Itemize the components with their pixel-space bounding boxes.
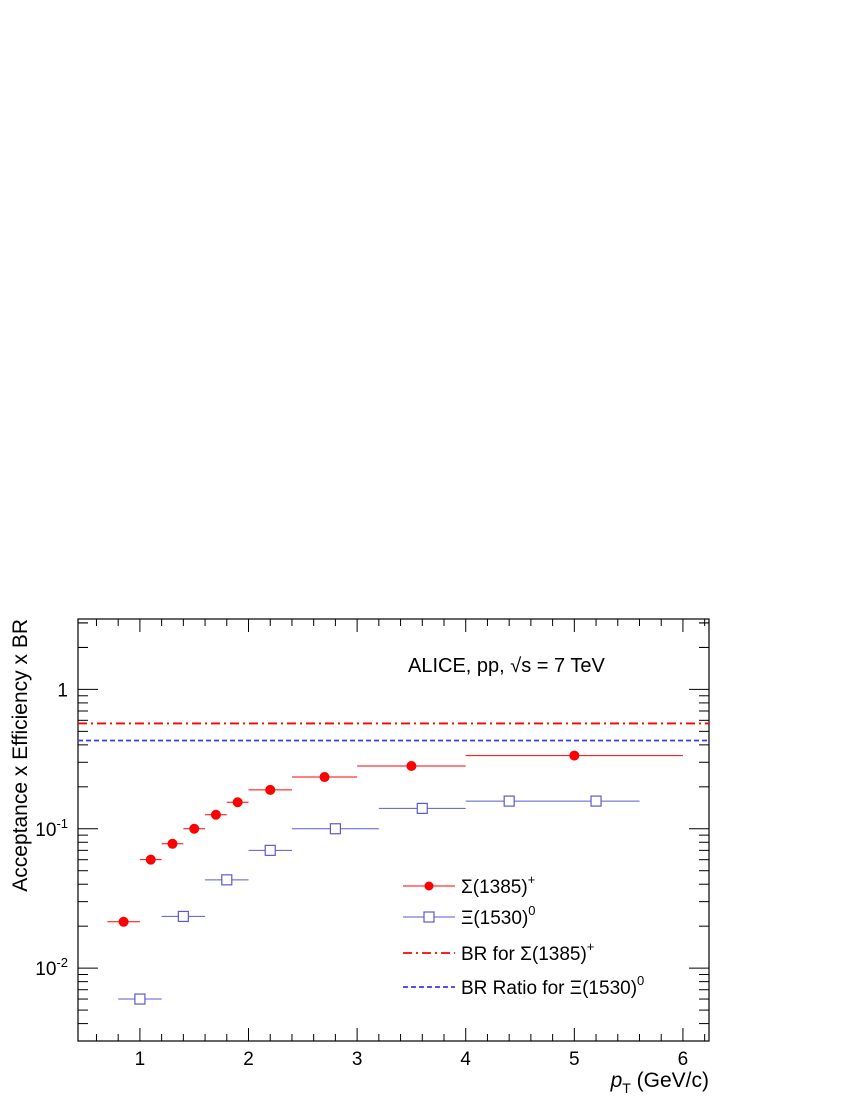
data-point <box>329 823 341 835</box>
legend-label: Σ(1385)+ <box>461 872 535 898</box>
data-point <box>210 809 221 820</box>
plot-frame <box>77 618 710 1042</box>
legend-marker <box>424 881 434 891</box>
data-point <box>189 823 200 834</box>
data-point <box>134 993 146 1005</box>
y-tick-label: 10-1 <box>35 816 68 841</box>
x-tick-label: 6 <box>678 1049 689 1070</box>
y-tick-label: 10-2 <box>35 955 68 980</box>
x-tick-label: 4 <box>460 1049 471 1070</box>
x-axis-label: pT (GeV/c) <box>610 1069 709 1096</box>
data-point <box>145 854 156 865</box>
legend-label: Ξ(1530)0 <box>461 903 536 929</box>
data-point <box>569 750 580 761</box>
y-tick-label: 1 <box>57 680 68 701</box>
data-point <box>118 916 129 927</box>
legend-marker <box>423 911 435 923</box>
x-tick-label: 2 <box>243 1049 254 1070</box>
chart-annotation: ALICE, pp, √s = 7 TeV <box>408 655 605 677</box>
data-point <box>319 772 330 783</box>
data-point <box>590 795 602 807</box>
legend-label: BR Ratio for Ξ(1530)0 <box>461 973 644 999</box>
x-tick-label: 1 <box>135 1049 146 1070</box>
x-tick-label: 5 <box>569 1049 580 1070</box>
data-point <box>167 838 178 849</box>
data-point <box>503 795 515 807</box>
data-point <box>232 797 243 808</box>
data-point <box>221 874 233 886</box>
legend-label: BR for Σ(1385)+ <box>461 939 594 965</box>
x-tick-label: 3 <box>352 1049 363 1070</box>
data-point <box>406 761 417 772</box>
data-point <box>177 910 189 923</box>
y-axis-label: Acceptance x Efficiency x BR <box>9 619 32 892</box>
data-point <box>265 784 276 795</box>
data-point <box>416 802 428 814</box>
data-point <box>264 844 276 856</box>
